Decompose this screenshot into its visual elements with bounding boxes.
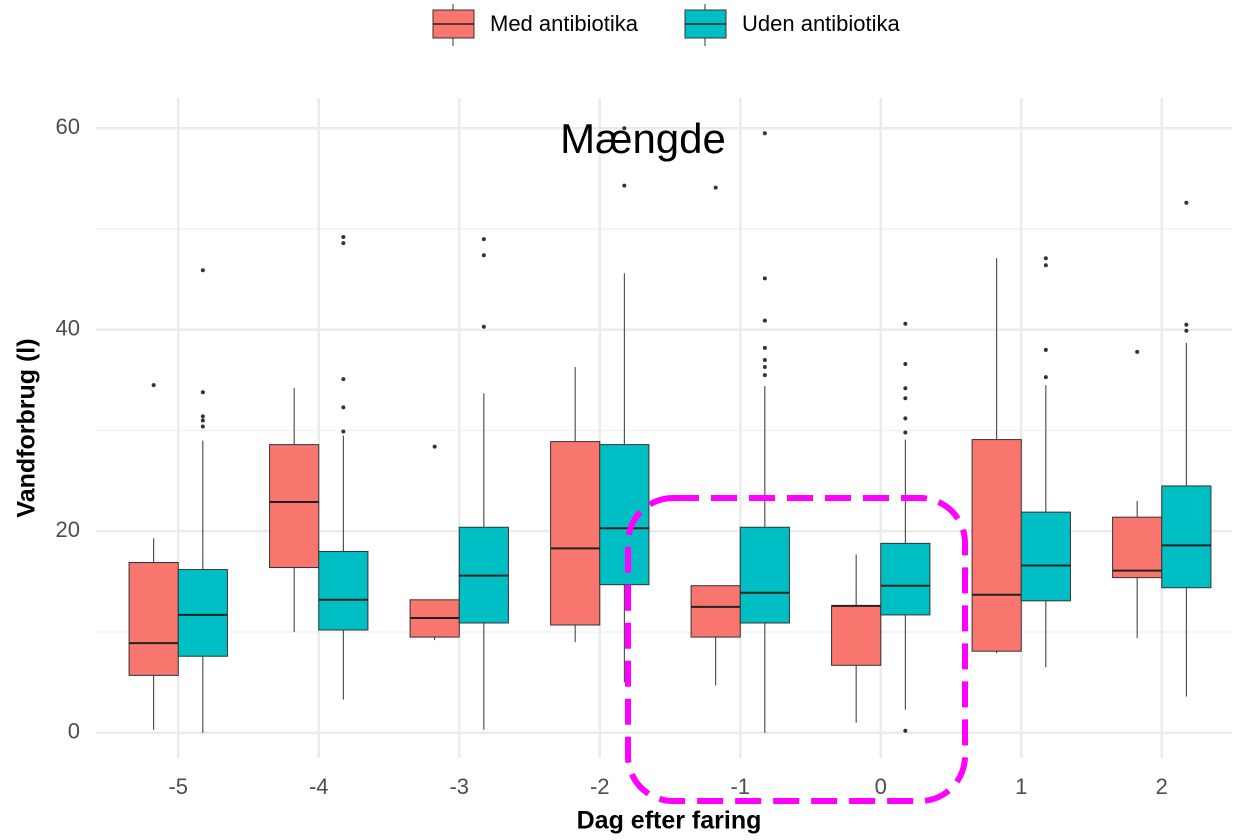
- x-tick-label: -5: [168, 774, 188, 799]
- y-tick-label: 20: [56, 517, 80, 542]
- outlier: [151, 383, 156, 388]
- outlier: [1043, 263, 1048, 268]
- outlier: [622, 126, 627, 131]
- outlier: [762, 318, 767, 323]
- outlier: [713, 185, 718, 190]
- outlier: [200, 414, 205, 419]
- outlier: [1184, 328, 1189, 333]
- box: [971, 439, 1022, 652]
- box: [690, 585, 741, 638]
- outlier: [762, 365, 767, 370]
- x-tick-label: 2: [1156, 774, 1168, 799]
- box: [1112, 516, 1163, 579]
- outlier: [903, 728, 908, 733]
- marks: [128, 126, 1212, 733]
- chart-title: Mængde: [560, 115, 726, 162]
- x-tick-label: 1: [1015, 774, 1027, 799]
- y-axis-title: Vandforbrug (l): [13, 338, 41, 517]
- outlier: [1043, 256, 1048, 261]
- outlier: [762, 357, 767, 362]
- box: [318, 550, 369, 631]
- outlier: [762, 276, 767, 281]
- outlier: [200, 390, 205, 395]
- outlier: [762, 373, 767, 378]
- outlier: [903, 362, 908, 367]
- outlier: [762, 131, 767, 136]
- x-axis-title: Dag efter faring: [577, 807, 762, 835]
- outlier: [341, 377, 346, 382]
- outlier: [341, 429, 346, 434]
- outlier: [481, 324, 486, 329]
- outlier: [341, 405, 346, 410]
- outlier: [200, 268, 205, 273]
- box: [880, 542, 931, 616]
- highlight-annotation: [625, 495, 968, 804]
- x-tick-label: 0: [875, 774, 887, 799]
- outlier: [1184, 322, 1189, 327]
- outlier: [200, 418, 205, 423]
- outlier: [432, 444, 437, 449]
- box: [739, 526, 790, 624]
- outlier: [200, 424, 205, 429]
- outlier: [622, 183, 627, 188]
- outlier: [903, 430, 908, 435]
- grid: [96, 98, 1232, 758]
- outlier: [903, 386, 908, 391]
- legend-label: Uden antibiotika: [742, 11, 901, 36]
- y-tick-label: 60: [56, 114, 80, 139]
- outlier: [481, 237, 486, 242]
- box: [128, 562, 179, 676]
- y-tick-label: 0: [68, 719, 80, 744]
- outlier: [481, 253, 486, 258]
- outlier: [341, 235, 346, 240]
- outlier: [903, 396, 908, 401]
- box: [269, 444, 320, 569]
- outlier: [1135, 349, 1140, 354]
- box: [177, 569, 228, 657]
- x-tick-label: -1: [730, 774, 750, 799]
- y-tick-label: 40: [56, 316, 80, 341]
- x-tick-label: -4: [309, 774, 329, 799]
- outlier: [903, 321, 908, 326]
- outlier: [1043, 375, 1048, 380]
- box: [831, 605, 882, 666]
- box: [1020, 511, 1071, 602]
- x-tick-label: -3: [449, 774, 469, 799]
- legend-label: Med antibiotika: [490, 11, 639, 36]
- outlier: [762, 345, 767, 350]
- box: [1161, 485, 1212, 589]
- box: [550, 441, 601, 626]
- outlier: [1043, 347, 1048, 352]
- outlier: [1184, 200, 1189, 205]
- x-tick-label: -2: [590, 774, 610, 799]
- outlier: [341, 241, 346, 246]
- outlier: [903, 416, 908, 421]
